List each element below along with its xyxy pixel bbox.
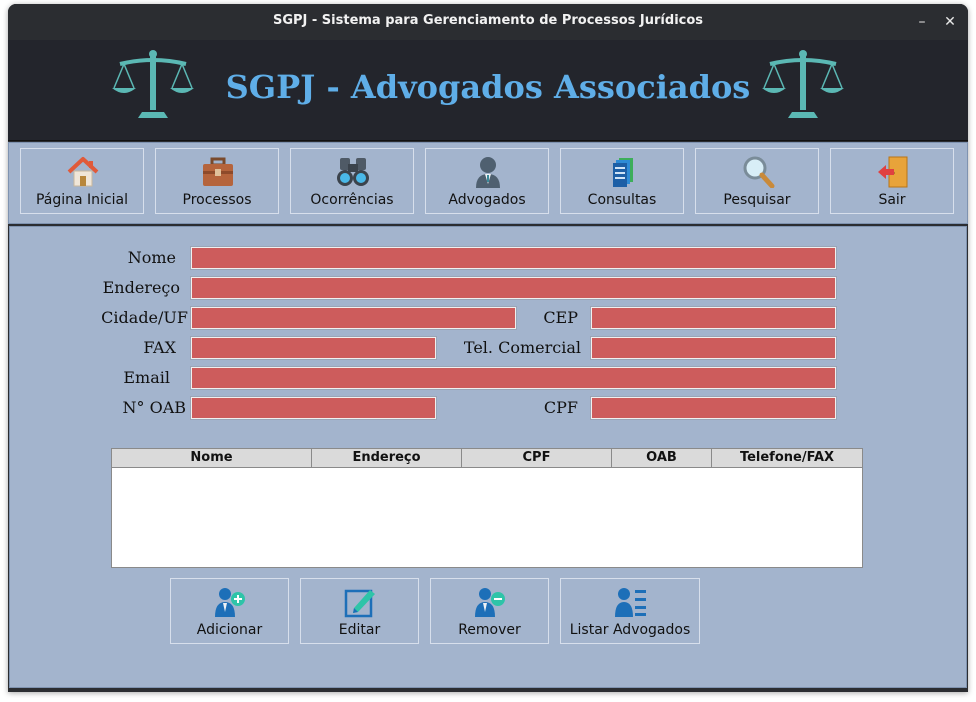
column-header-oab[interactable]: OAB	[612, 449, 712, 468]
remove-button-label: Remover	[458, 622, 521, 638]
add-button[interactable]: Adicionar	[170, 578, 289, 644]
endereco-label: Endereço	[102, 278, 180, 297]
column-header-telefone-fax[interactable]: Telefone/FAX	[712, 449, 862, 468]
endereco-field[interactable]	[190, 276, 837, 300]
cpf-field[interactable]	[590, 396, 837, 420]
close-button[interactable]: ✕	[944, 14, 956, 30]
list-users-icon	[615, 588, 646, 617]
toolbar-label: Página Inicial	[35, 192, 129, 208]
nome-label: Nome	[127, 248, 176, 267]
home-icon	[67, 157, 99, 187]
app-window: SGPJ - Sistema para Gerenciamento de Pro…	[8, 4, 968, 692]
fax-label: FAX	[143, 338, 176, 357]
column-header-cpf[interactable]: CPF	[462, 449, 612, 468]
lawyers-table[interactable]: Nome Endereço CPF OAB Telefone/FAX	[111, 448, 863, 568]
toolbar-button-ocorrencias[interactable]: Ocorrências	[290, 148, 414, 214]
window-title: SGPJ - Sistema para Gerenciamento de Pro…	[272, 13, 704, 28]
toolbar-label: Consultas	[587, 192, 657, 208]
briefcase-icon	[203, 157, 233, 186]
banner-title: SGPJ - Advogados Associados	[225, 68, 751, 106]
toolbar-button-home[interactable]: Página Inicial	[20, 148, 144, 214]
column-header-endereco[interactable]: Endereço	[312, 449, 462, 468]
binoculars-icon	[337, 158, 369, 186]
documents-icon	[613, 158, 633, 187]
toolbar-label: Sair	[878, 192, 906, 208]
email-field[interactable]	[190, 366, 837, 390]
fax-field[interactable]	[190, 336, 437, 360]
toolbar-label: Pesquisar	[723, 192, 791, 208]
toolbar-button-advogados[interactable]: Advogados	[425, 148, 549, 214]
toolbar-label: Advogados	[448, 192, 526, 208]
tel-comercial-field[interactable]	[590, 336, 837, 360]
cidade-label: Cidade/UF	[101, 308, 188, 327]
email-label: Email	[123, 368, 170, 387]
edit-button-label: Editar	[338, 622, 381, 638]
magnifier-icon	[743, 156, 775, 188]
add-user-icon	[215, 588, 245, 617]
cpf-label: CPF	[543, 398, 578, 417]
remove-button[interactable]: Remover	[430, 578, 549, 644]
toolbar-label: Processos	[182, 192, 252, 208]
oab-field[interactable]	[190, 396, 437, 420]
main-toolbar: Página Inicial Processos Ocorrências	[8, 142, 968, 224]
header-banner: SGPJ - Advogados Associados	[8, 40, 968, 141]
scales-of-justice-icon	[762, 50, 844, 118]
lawyer-icon	[476, 157, 500, 188]
add-button-label: Adicionar	[196, 622, 263, 638]
toolbar-button-consultas[interactable]: Consultas	[560, 148, 684, 214]
list-lawyers-button-label: Listar Advogados	[569, 622, 691, 638]
column-header-nome[interactable]: Nome	[112, 449, 312, 468]
toolbar-button-pesquisar[interactable]: Pesquisar	[695, 148, 819, 214]
toolbar-button-sair[interactable]: Sair	[830, 148, 954, 214]
remove-user-icon	[475, 588, 505, 617]
list-lawyers-button[interactable]: Listar Advogados	[560, 578, 700, 644]
toolbar-button-processos[interactable]: Processos	[155, 148, 279, 214]
cep-label: CEP	[543, 308, 578, 327]
edit-button[interactable]: Editar	[300, 578, 419, 644]
oab-label: N° OAB	[122, 398, 186, 417]
toolbar-label: Ocorrências	[310, 192, 394, 208]
edit-icon	[344, 589, 375, 618]
cidade-field[interactable]	[190, 306, 517, 330]
title-bar[interactable]: SGPJ - Sistema para Gerenciamento de Pro…	[8, 4, 968, 40]
tel-comercial-label: Tel. Comercial	[463, 338, 581, 357]
exit-door-icon	[878, 156, 908, 188]
nome-field[interactable]	[190, 246, 837, 270]
cep-field[interactable]	[590, 306, 837, 330]
scales-of-justice-icon	[112, 50, 194, 118]
minimize-button[interactable]: –	[918, 14, 926, 30]
lawyer-form-panel: Nome Endereço Cidade/UF CEP FAX Tel. Com…	[9, 226, 967, 688]
